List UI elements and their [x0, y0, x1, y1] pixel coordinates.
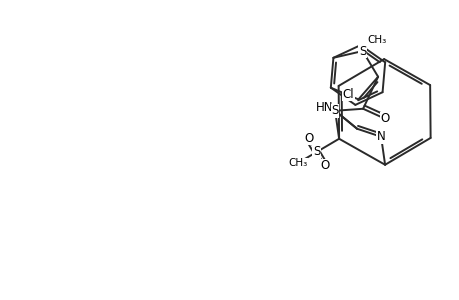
Text: O: O [303, 132, 313, 145]
Text: Cl: Cl [342, 88, 353, 101]
Text: HN: HN [316, 101, 333, 114]
Text: CH₃: CH₃ [366, 35, 386, 45]
Text: S: S [358, 44, 365, 58]
Text: S: S [330, 104, 338, 117]
Text: N: N [376, 130, 385, 143]
Text: CH₃: CH₃ [287, 158, 307, 168]
Text: O: O [319, 159, 329, 172]
Text: O: O [380, 112, 389, 125]
Text: S: S [312, 146, 320, 158]
